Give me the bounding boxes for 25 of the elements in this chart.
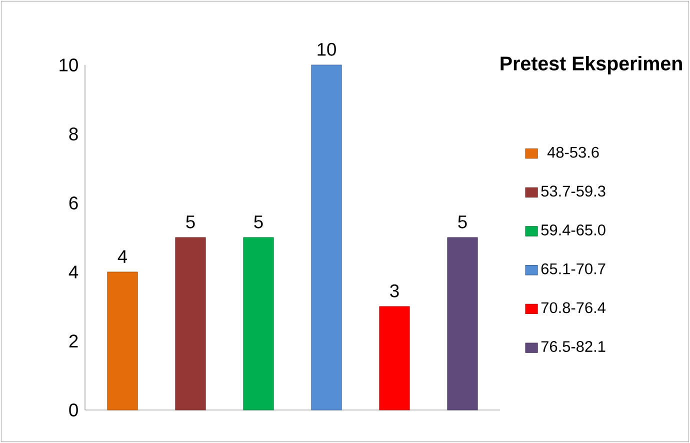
legend-label: 59.4-65.0: [541, 224, 606, 236]
legend-label: 48-53.6: [547, 146, 599, 158]
bar: [447, 237, 478, 410]
bar: [175, 237, 206, 410]
data-label: 5: [458, 216, 467, 228]
y-tick-label: 2: [69, 334, 78, 348]
bar: [311, 64, 342, 410]
legend-label: 53.7-59.3: [541, 186, 606, 197]
y-tick-label: 0: [69, 404, 78, 416]
y-tick-label: 4: [68, 266, 78, 278]
data-label: 4: [118, 250, 128, 263]
y-tick-label: 6: [69, 196, 78, 210]
legend-label: 76.5-82.1: [541, 341, 606, 352]
data-label: 5: [186, 216, 195, 228]
bar: [379, 306, 410, 410]
legend-label: 65.1-70.7: [541, 263, 606, 274]
data-label: 5: [254, 216, 263, 228]
legend-label: 70.8-76.4: [541, 302, 606, 314]
data-label: 10: [318, 42, 336, 56]
y-tick-label: 8: [69, 128, 78, 140]
bar: [243, 237, 274, 410]
y-tick-label: 10: [60, 58, 78, 72]
text: Pretest Eksperimen: [500, 56, 682, 74]
bar: [107, 272, 138, 410]
data-label: 3: [390, 284, 399, 298]
